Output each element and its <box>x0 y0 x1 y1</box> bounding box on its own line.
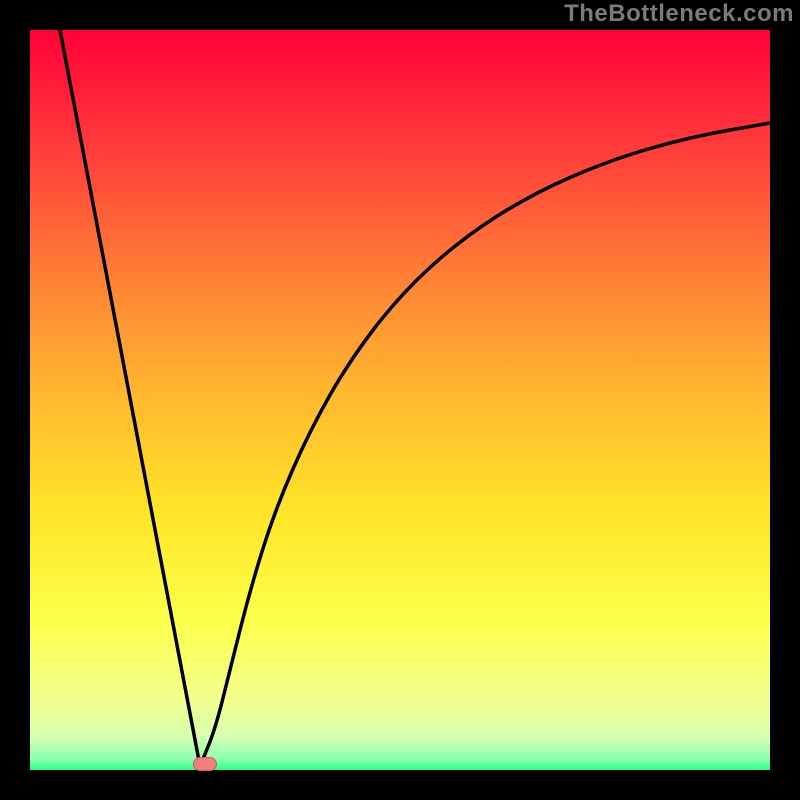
plot-area <box>30 30 770 770</box>
optimum-marker <box>193 757 217 771</box>
bottleneck-curve <box>30 30 770 770</box>
watermark-text: TheBottleneck.com <box>564 0 794 28</box>
